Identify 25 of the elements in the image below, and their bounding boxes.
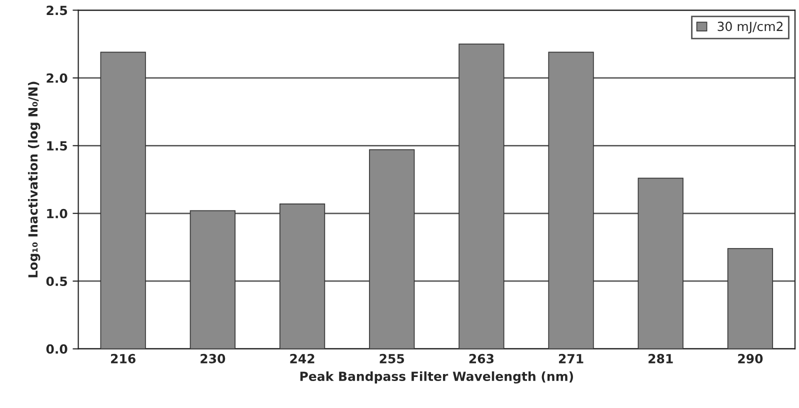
y-tick-label: 1.0 xyxy=(47,208,68,218)
y-tick-label: 2.0 xyxy=(46,73,68,83)
bar xyxy=(190,210,236,349)
legend-label: 30 mJ/cm2 xyxy=(718,22,783,34)
x-tick-label: 242 xyxy=(290,354,314,364)
y-tick-label: 1.5 xyxy=(47,141,68,151)
bar xyxy=(458,44,504,349)
x-tick-label: 290 xyxy=(738,354,763,364)
x-tick-label: 255 xyxy=(380,354,404,364)
y-axis-title: Log₁₀ Inactivation (log N₀/N) xyxy=(28,82,40,278)
bar xyxy=(100,52,146,349)
x-tick-label: 216 xyxy=(111,354,136,364)
x-tick-label: 263 xyxy=(469,354,494,364)
x-axis-title: Peak Bandpass Filter Wavelength (nm) xyxy=(300,371,573,384)
bar xyxy=(369,149,415,349)
x-tick-label: 271 xyxy=(558,354,584,364)
bar xyxy=(638,178,684,349)
y-tick-label: 0.0 xyxy=(46,344,68,354)
bar xyxy=(727,248,774,349)
x-tick-label: 281 xyxy=(648,354,673,364)
x-tick-label: 230 xyxy=(200,354,226,364)
bar xyxy=(279,203,326,349)
bar xyxy=(548,52,594,349)
y-tick-label: 0.5 xyxy=(46,276,68,286)
y-tick-label: 2.5 xyxy=(46,6,68,16)
